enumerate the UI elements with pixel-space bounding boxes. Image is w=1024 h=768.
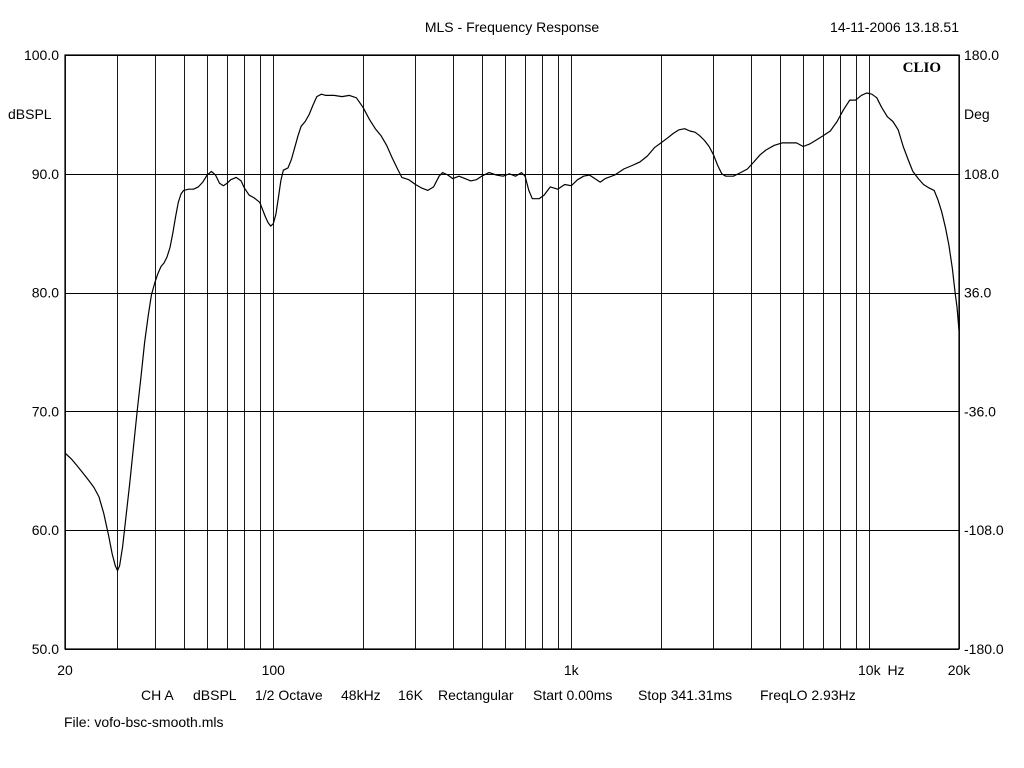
footer-units: dBSPL [193, 687, 237, 703]
brand-logo: CLIO [903, 60, 941, 76]
response-curves [64, 92, 960, 572]
y2-tick-label: 108.0 [964, 166, 999, 182]
y-tick-label: 100.0 [24, 47, 59, 63]
footer-channel: CH A [141, 687, 174, 703]
footer-stop: Stop 341.31ms [638, 687, 732, 703]
chart-title: MLS - Frequency Response [425, 19, 600, 35]
y-tick-label: 70.0 [32, 403, 59, 419]
footer-freq-lo: FreqLO 2.93Hz [760, 687, 856, 703]
y-tick-label: 50.0 [32, 641, 59, 657]
x-tick-label: 10k [858, 662, 882, 678]
footer-sample-rate: 48kHz [341, 687, 381, 703]
measurement-settings: CH A dBSPL 1/2 Octave 48kHz 16K Rectangu… [141, 687, 856, 703]
plot-grid [65, 55, 960, 650]
x-axis-ticks: 20 100 1k 10k 20k [57, 662, 971, 678]
y-tick-label: 90.0 [32, 166, 59, 182]
y2-tick-label: 36.0 [964, 285, 991, 301]
y-tick-label: 80.0 [32, 285, 59, 301]
footer-size: 16K [398, 687, 424, 703]
x-tick-label: 100 [262, 662, 286, 678]
y2-tick-label: 180.0 [964, 47, 999, 63]
plot-frame [64, 54, 960, 650]
y-axis-ticks: 100.0 90.0 80.0 70.0 60.0 50.0 [24, 47, 59, 657]
y2-tick-label: -36.0 [964, 403, 996, 419]
y-tick-label: 60.0 [32, 522, 59, 538]
footer-smoothing: 1/2 Octave [255, 687, 323, 703]
y-axis-label: dBSPL [8, 106, 52, 122]
response-curve [64, 92, 960, 572]
footer-window: Rectangular [438, 687, 514, 703]
x-tick-label: 20 [57, 662, 73, 678]
y2-axis-label: Deg [964, 106, 990, 122]
y2-axis-ticks: 180.0 108.0 36.0 -36.0 -108.0 -180.0 [964, 47, 1004, 657]
footer-file: File: vofo-bsc-smooth.mls [64, 714, 223, 730]
y2-tick-label: -180.0 [964, 641, 1004, 657]
y2-tick-label: -108.0 [964, 522, 1004, 538]
x-tick-label: 20k [948, 662, 972, 678]
measurement-timestamp: 14-11-2006 13.18.51 [830, 19, 959, 35]
footer-start: Start 0.00ms [533, 687, 612, 703]
x-tick-label: 1k [564, 662, 580, 678]
x-axis-unit-label: Hz [887, 662, 904, 678]
